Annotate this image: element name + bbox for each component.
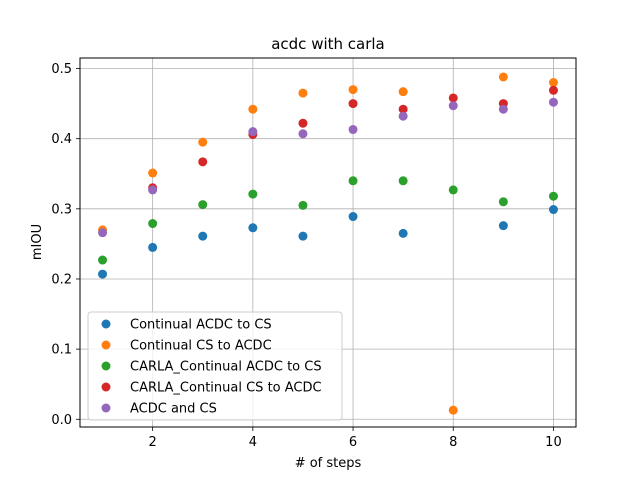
data-point-series-4 [398, 104, 408, 114]
data-point-series-3 [248, 189, 258, 199]
x-tick-label: 8 [449, 435, 457, 450]
legend-label: CARLA_Continual ACDC to CS [130, 360, 322, 375]
data-point-series-1 [398, 228, 408, 238]
data-point-series-4 [448, 93, 458, 103]
data-point-series-2 [448, 405, 458, 415]
legend-label: Continual CS to ACDC [130, 339, 272, 354]
data-point-series-1 [548, 205, 558, 215]
data-point-series-2 [248, 104, 258, 114]
data-point-series-3 [548, 191, 558, 201]
legend-label: CARLA_Continual CS to ACDC [130, 381, 322, 396]
data-point-series-5 [98, 228, 108, 238]
data-point-series-5 [548, 97, 558, 107]
data-point-series-4 [198, 157, 208, 167]
data-point-series-5 [348, 125, 358, 135]
data-point-series-5 [298, 129, 308, 139]
y-axis-label: mIOU [30, 224, 45, 260]
x-tick-label: 2 [149, 435, 157, 450]
data-point-series-3 [198, 200, 208, 210]
data-point-series-3 [98, 255, 108, 265]
legend-marker [101, 340, 111, 350]
data-point-series-3 [398, 176, 408, 186]
data-point-series-2 [298, 88, 308, 98]
grid [80, 58, 576, 427]
data-point-series-3 [298, 200, 308, 210]
legend-marker [101, 382, 111, 392]
x-axis: 2 4 6 8 10 [149, 427, 562, 450]
data-point-series-2 [348, 85, 358, 95]
data-point-series-5 [448, 101, 458, 111]
data-point-series-5 [498, 104, 508, 114]
data-point-series-3 [498, 197, 508, 207]
data-point-series-2 [398, 87, 408, 97]
data-point-series-1 [198, 231, 208, 241]
legend-label: Continual ACDC to CS [130, 318, 272, 333]
data-point-series-2 [548, 78, 558, 88]
y-tick-label: 0.0 [51, 413, 72, 428]
legend-marker [101, 361, 111, 371]
data-point-series-5 [248, 127, 258, 137]
data-point-series-2 [198, 137, 208, 147]
x-axis-label: # of steps [295, 456, 362, 471]
data-point-series-4 [548, 85, 558, 95]
legend-box [87, 311, 343, 421]
data-point-series-3 [148, 219, 158, 229]
chart-title: acdc with carla [271, 35, 385, 53]
data-point-series-1 [298, 231, 308, 241]
data-point-series-1 [248, 223, 258, 233]
legend-label: ACDC and CS [130, 402, 217, 417]
y-tick-label: 0.5 [51, 62, 72, 77]
y-tick-label: 0.3 [51, 202, 72, 217]
y-tick-label: 0.2 [51, 272, 72, 287]
data-point-series-1 [98, 269, 108, 279]
data-point-series-3 [348, 176, 358, 186]
y-axis: 0.0 0.1 0.2 0.3 0.4 0.5 [51, 62, 80, 428]
y-tick-label: 0.1 [51, 343, 72, 358]
data-point-series-2 [498, 72, 508, 82]
data-point-series-5 [148, 185, 158, 195]
data-point-series-1 [348, 212, 358, 222]
plot-frame [79, 57, 577, 428]
legend: Continual ACDC to CS Continual CS to ACDC… [87, 311, 343, 421]
data-point-series-1 [148, 242, 158, 252]
x-tick-label: 4 [249, 435, 257, 450]
data-point-series-1 [498, 221, 508, 231]
y-tick-label: 0.4 [51, 132, 72, 147]
data-points [98, 72, 558, 415]
data-point-series-5 [398, 111, 408, 121]
legend-marker [101, 319, 111, 329]
x-tick-label: 10 [545, 435, 562, 450]
data-point-series-2 [148, 168, 158, 178]
data-point-series-4 [348, 99, 358, 109]
x-tick-label: 6 [349, 435, 357, 450]
data-point-series-4 [298, 118, 308, 128]
data-point-series-3 [448, 185, 458, 195]
legend-marker [101, 403, 111, 413]
